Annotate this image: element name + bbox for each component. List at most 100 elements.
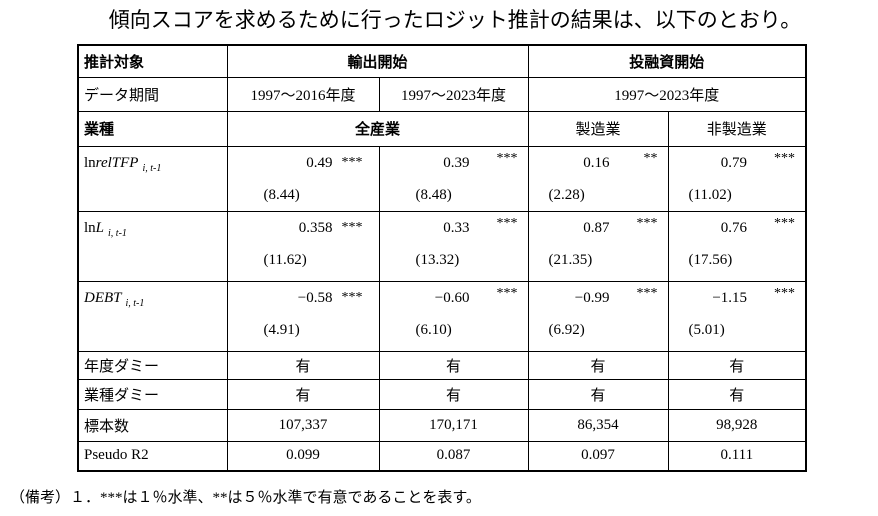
coef-cell: −0.58 *** (4.91) xyxy=(226,280,380,352)
coef-cell: 0.33 *** (13.32) xyxy=(378,210,529,282)
coefficient: −1.15 xyxy=(712,289,748,306)
table-row: 業種ダミー有有有有 xyxy=(77,378,807,410)
variable-name: DEBT xyxy=(84,289,122,306)
table-row: 年度ダミー有有有有 xyxy=(77,350,807,380)
variable-prefix: ln xyxy=(84,219,96,236)
significance: *** xyxy=(496,150,518,166)
coef-cell: −1.15 *** (5.01) xyxy=(667,280,807,352)
value-cell: 170,171 xyxy=(378,408,529,442)
t-value: (4.91) xyxy=(263,321,300,338)
t-value: (11.62) xyxy=(263,251,307,268)
coefficient: 0.33 xyxy=(443,219,470,236)
t-value: (6.92) xyxy=(548,321,585,338)
coefficient: −0.60 xyxy=(434,289,470,306)
header-cell: 製造業 xyxy=(527,110,669,147)
row-label: 標本数 xyxy=(77,408,228,442)
t-value: (11.02) xyxy=(688,186,732,203)
header-cell: 投融資開始 xyxy=(527,44,807,78)
value-cell: 有 xyxy=(667,350,807,380)
header-cell: 業種 xyxy=(77,110,228,147)
value-cell: 0.099 xyxy=(226,440,380,472)
coefficient: 0.49 xyxy=(306,154,333,171)
value-cell: 有 xyxy=(378,350,529,380)
variable-name: L xyxy=(95,219,105,236)
coefficient: −0.58 xyxy=(297,289,333,306)
table-row: 推計対象 輸出開始 投融資開始 xyxy=(77,44,807,78)
header-cell: データ期間 xyxy=(77,76,228,112)
table-row: 業種 全産業 製造業 非製造業 xyxy=(77,110,807,147)
header-cell: 1997～2023年度 xyxy=(378,76,529,112)
row-label: 業種ダミー xyxy=(77,378,228,410)
significance: *** xyxy=(774,285,796,301)
results-table: 推計対象 輸出開始 投融資開始 データ期間 1997～2016年度 1997～2023年度… xyxy=(77,44,808,472)
header-cell: 輸出開始 xyxy=(226,44,529,78)
coefficient: 0.76 xyxy=(720,219,748,236)
coef-cell: 0.76 *** (17.56) xyxy=(667,210,807,282)
value-cell: 86,354 xyxy=(527,408,669,442)
variable-label: lnL i, t-1 xyxy=(77,210,228,282)
coef-cell: −0.99 *** (6.92) xyxy=(527,280,669,352)
variable-prefix: ln xyxy=(84,154,96,171)
header-cell: 全産業 xyxy=(226,110,529,147)
t-value: (6.10) xyxy=(415,321,452,338)
value-cell: 0.111 xyxy=(667,440,807,472)
t-value: (5.01) xyxy=(688,321,725,338)
value-cell: 有 xyxy=(226,378,380,410)
significance: *** xyxy=(496,285,518,301)
variable-subscript: i, t-1 xyxy=(108,227,127,239)
variable-subscript: i, t-1 xyxy=(142,162,162,174)
coefficient: 0.16 xyxy=(583,154,610,171)
table-row: データ期間 1997～2016年度 1997～2023年度 1997～2023年度 xyxy=(77,76,807,112)
significance: *** xyxy=(636,215,658,231)
coef-cell: 0.16 ** (2.28) xyxy=(527,145,669,212)
row-label: 年度ダミー xyxy=(77,350,228,380)
coef-cell: −0.60 *** (6.10) xyxy=(378,280,529,352)
significance: *** xyxy=(774,150,796,166)
value-cell: 有 xyxy=(226,350,380,380)
note: （備考）１．***は１％水準、**は５％水準で有意であることを表す。 xyxy=(10,490,481,506)
table-row: lnrelTFP i, t-1 0.49 *** (8.44) 0.39 *** (8.48)… xyxy=(77,145,807,212)
header-cell: 1997～2016年度 xyxy=(226,76,380,112)
significance: *** xyxy=(341,289,363,305)
value-cell: 有 xyxy=(378,378,529,410)
header-cell: 非製造業 xyxy=(667,110,807,147)
row-label: Pseudo R2 xyxy=(77,440,228,472)
t-value: (17.56) xyxy=(688,251,733,268)
table-row: 標本数 107,337 170,171 86,354 98,928 xyxy=(77,408,807,442)
coef-cell: 0.79 *** (11.02) xyxy=(667,145,807,212)
value-cell: 有 xyxy=(527,350,669,380)
significance: ** xyxy=(643,150,658,166)
coef-cell: 0.87 *** (21.35) xyxy=(527,210,669,282)
value-cell: 107,337 xyxy=(226,408,380,442)
table-row: Pseudo R2 0.099 0.087 0.097 0.111 xyxy=(77,440,807,472)
value-cell: 98,928 xyxy=(667,408,807,442)
t-value: (2.28) xyxy=(548,186,585,203)
t-value: (8.44) xyxy=(263,186,300,203)
significance: *** xyxy=(496,215,518,231)
table-row: lnL i, t-1 0.358 *** (11.62) 0.33 *** (13.32) 0.… xyxy=(77,210,807,282)
value-cell: 0.087 xyxy=(378,440,529,472)
t-value: (13.32) xyxy=(415,251,460,268)
value-cell: 有 xyxy=(667,378,807,410)
value-cell: 0.097 xyxy=(527,440,669,472)
coef-cell: 0.49 *** (8.44) xyxy=(226,145,380,212)
coefficient: 0.39 xyxy=(443,154,470,171)
value-cell: 有 xyxy=(527,378,669,410)
t-value: (21.35) xyxy=(548,251,593,268)
variable-subscript: i, t-1 xyxy=(125,297,145,309)
t-value: (8.48) xyxy=(415,186,452,203)
title: 傾向スコアを求めるために行ったロジット推計の結果は、以下のとおり。 xyxy=(108,8,802,32)
table-row: DEBT i, t-1 −0.58 *** (4.91) −0.60 *** (6.10) −0… xyxy=(77,280,807,352)
header-cell: 1997～2023年度 xyxy=(527,76,807,112)
coefficient: 0.87 xyxy=(583,219,610,236)
variable-name: relTFP xyxy=(95,154,139,171)
coefficient: 0.358 xyxy=(298,219,333,236)
significance: *** xyxy=(341,154,363,170)
header-cell: 推計対象 xyxy=(77,44,228,78)
significance: *** xyxy=(341,219,363,235)
significance: *** xyxy=(636,285,658,301)
variable-label: lnrelTFP i, t-1 xyxy=(77,145,228,212)
coef-cell: 0.39 *** (8.48) xyxy=(378,145,529,212)
